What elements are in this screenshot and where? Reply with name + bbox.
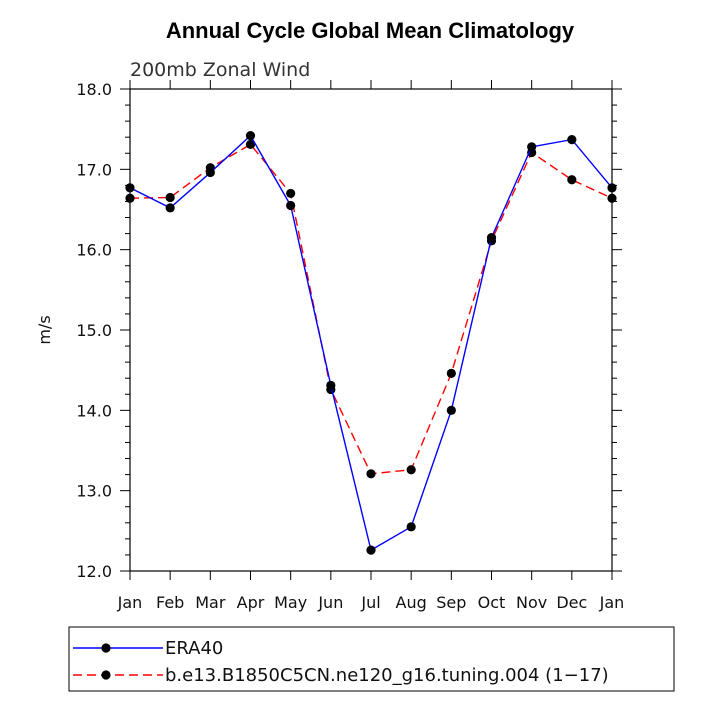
x-tick-label: Sep (436, 593, 466, 612)
y-tick-label: 15.0 (76, 321, 112, 340)
data-point (486, 233, 497, 243)
x-tick-label: Apr (237, 593, 265, 612)
data-point (245, 139, 256, 150)
x-tick-label: Jul (360, 593, 380, 612)
x-tick-label: May (274, 593, 307, 612)
plot-frame (129, 88, 613, 572)
chart-subtitle: 200mb Zonal Wind (130, 59, 310, 81)
data-point (446, 368, 456, 378)
data-point (406, 465, 416, 475)
x-tick-label: Feb (156, 593, 184, 612)
data-point (165, 192, 175, 203)
y-tick-label: 12.0 (76, 562, 112, 581)
data-point (567, 175, 577, 185)
data-point (165, 203, 175, 213)
x-tick-label: Nov (516, 593, 547, 612)
data-point (607, 183, 617, 193)
x-tick-label: Dec (556, 593, 587, 612)
series-line (129, 143, 613, 475)
x-tick-label: Jun (317, 593, 343, 612)
data-point (286, 200, 296, 211)
series-line (129, 134, 613, 552)
y-tick-label: 17.0 (76, 160, 112, 179)
legend-box (68, 626, 675, 692)
data-point (366, 545, 376, 555)
data-point (286, 188, 296, 199)
x-tick-label: Oct (478, 593, 506, 612)
legend: ERA40 b.e13.B1850C5CN.ne120_g16.tuning.00… (68, 626, 675, 692)
x-tick-label: Aug (396, 593, 427, 612)
y-tick-label: 18.0 (76, 80, 112, 99)
data-point (125, 183, 135, 193)
data-point (527, 142, 537, 152)
data-point (567, 135, 577, 145)
x-tick-label: Mar (195, 593, 226, 612)
data-point (607, 193, 617, 203)
legend-label: ERA40 (165, 638, 223, 659)
legend-label: b.e13.B1850C5CN.ne120_g16.tuning.004 (1−… (165, 665, 609, 686)
y-tick-label: 13.0 (76, 482, 112, 501)
y-tick-label: 14.0 (76, 401, 112, 420)
data-point (326, 380, 336, 391)
data-point (205, 167, 215, 178)
legend-item: ERA40 (73, 638, 223, 659)
y-axis-label: m/s (35, 315, 54, 344)
series-model (125, 139, 617, 479)
legend-item: b.e13.B1850C5CN.ne120_g16.tuning.004 (1−… (73, 665, 609, 686)
legend-marker (101, 670, 111, 680)
legend-marker (101, 643, 111, 653)
data-point (366, 469, 376, 479)
data-point (406, 522, 416, 532)
series-era40 (125, 130, 617, 555)
y-tick-label: 16.0 (76, 241, 112, 260)
x-tick-label: Jan (117, 593, 143, 612)
x-tick-label: Jan (599, 593, 625, 612)
data-point (125, 193, 135, 203)
data-point (446, 405, 456, 415)
chart-title: Annual Cycle Global Mean Climatology (166, 18, 575, 43)
data-point (245, 130, 256, 141)
